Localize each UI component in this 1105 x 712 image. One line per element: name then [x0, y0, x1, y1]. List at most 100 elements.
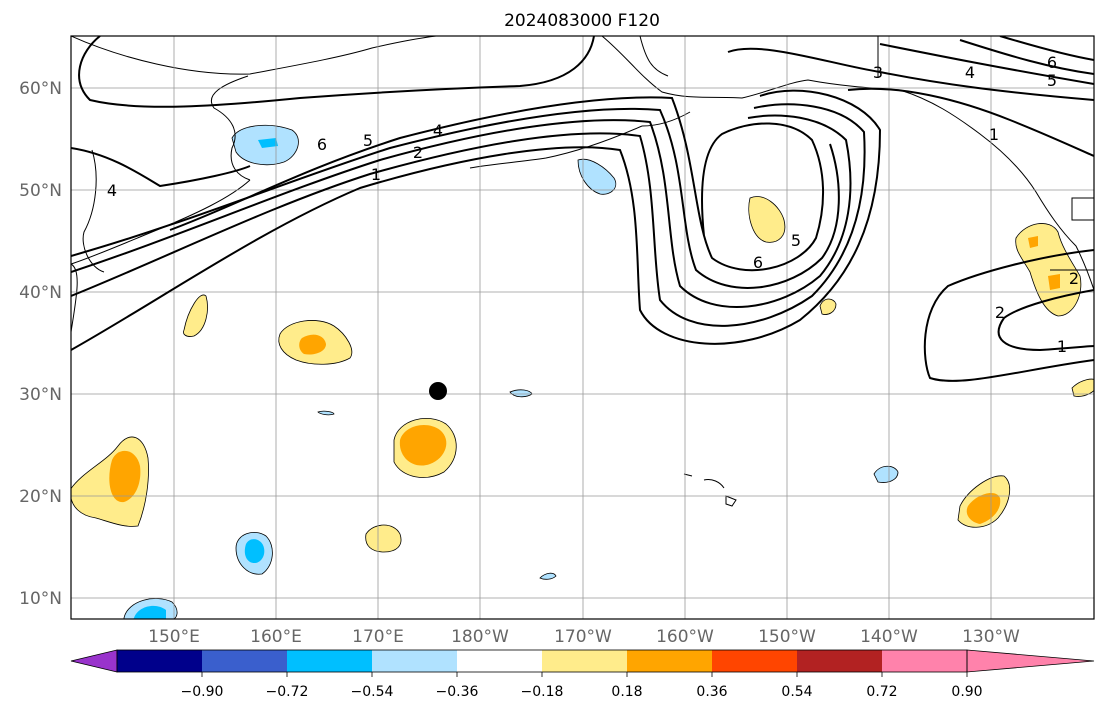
cyan-core-south2: [133, 605, 166, 619]
contour-label: 2: [1069, 269, 1079, 288]
lat-label-50: 50°N: [19, 181, 62, 201]
contour-2: [71, 103, 866, 327]
lon-label-170w: 170°W: [554, 627, 612, 647]
contour-label: 5: [1047, 71, 1057, 90]
cyan-core-south1: [244, 539, 265, 564]
map-area: 6 5 4 2 1 4 3 4 6 5 6 5 2 1 2 1: [71, 36, 1094, 619]
cyan-speck-2: [317, 410, 335, 416]
colorbar-tick-label: −0.54: [351, 684, 394, 700]
lon-label-160e: 160°E: [250, 627, 302, 647]
map-title: 2024083000 F120: [504, 11, 660, 31]
lon-label-160w: 160°W: [656, 627, 714, 647]
cyan-core-kamchatka: [258, 138, 278, 148]
colorbar-tick-label: −0.90: [181, 684, 224, 700]
lon-label-170e: 170°E: [352, 627, 404, 647]
contour-label: 5: [791, 231, 801, 250]
contour-5-north: [959, 39, 1094, 75]
contour-label: 1: [989, 125, 999, 144]
lon-label-180: 180°W: [451, 627, 509, 647]
colorbar-bin: [117, 650, 202, 672]
lat-label-40: 40°N: [19, 283, 62, 303]
lon-label-140w: 140°W: [860, 627, 918, 647]
lat-label-60: 60°N: [19, 79, 62, 99]
cyan-region-aleutians: [577, 158, 617, 195]
contour-label: 4: [107, 181, 117, 200]
colorbar-bin: [287, 650, 372, 672]
contour-label: 2: [413, 143, 423, 162]
contour-3-mid: [847, 87, 1094, 157]
coast-hawaii: [683, 473, 737, 507]
colorbar-bin: [542, 650, 627, 672]
colorbar-tick-label: −0.72: [266, 684, 309, 700]
contour-6-north: [999, 36, 1094, 61]
contour-3-north: [727, 47, 1094, 101]
colorbar-bin: [627, 650, 712, 672]
colorbar-extend-high: [966, 649, 1095, 673]
latitude-labels: 60°N 50°N 40°N 30°N 20°N 10°N: [19, 79, 62, 609]
contour-west-loop: [71, 147, 251, 188]
contour-lines: [71, 36, 1094, 382]
cyan-speck-3: [539, 572, 557, 580]
contour-label: 3: [873, 63, 883, 82]
colorbar-tick-label: 0.72: [866, 684, 897, 700]
storm-marker: [429, 382, 447, 400]
colorbar: −0.90 −0.72 −0.54 −0.36 −0.18 0.18 0.36 …: [70, 649, 1095, 700]
cyan-region-ne-hawaii: [873, 465, 899, 483]
yellow-region-hawaii: [365, 524, 402, 553]
contour-top-arc: [78, 36, 595, 108]
colorbar-bin: [372, 650, 457, 672]
contour-4-north: [879, 43, 1094, 85]
graticule: [71, 36, 1094, 619]
contour-4: [71, 114, 852, 308]
contour-label: 5: [363, 131, 373, 150]
lon-label-150w: 150°W: [758, 627, 816, 647]
orange-core-sw: [109, 450, 141, 503]
contour-6: [169, 96, 825, 272]
contour-label: 6: [317, 135, 327, 154]
cyan-speck-1: [509, 389, 533, 398]
colorbar-tick-label: 0.18: [611, 684, 642, 700]
orange-core-se: [966, 492, 1001, 524]
colorbar-bin: [882, 650, 967, 672]
colorbar-tick-label: 0.90: [951, 684, 982, 700]
colorbar-ticks: [201, 672, 968, 677]
coast-na-west: [1050, 197, 1094, 271]
coast-asia: [71, 36, 437, 333]
orange-core-central: [399, 425, 447, 466]
colorbar-extend-low: [70, 649, 118, 673]
anomaly-shading: [71, 125, 1094, 619]
orange-core-west2: [299, 334, 326, 355]
contour-5: [71, 107, 840, 289]
lat-label-10: 10°N: [19, 589, 62, 609]
coastlines: [71, 36, 1094, 507]
yellow-region-edge: [1071, 378, 1094, 397]
contour-label: 6: [1047, 53, 1057, 72]
contour-1-east: [923, 249, 1094, 382]
lon-label-130w: 130°W: [962, 627, 1020, 647]
aleutian-chain: [469, 111, 691, 169]
contour-labels: 6 5 4 2 1 4 3 4 6 5 6 5 2 1 2 1: [107, 53, 1079, 356]
colorbar-tick-label: −0.36: [436, 684, 479, 700]
orange-core-westcoast: [1028, 236, 1060, 290]
contour-label: 6: [753, 253, 763, 272]
contour-label: 2: [995, 303, 1005, 322]
colorbar-tick-label: −0.18: [521, 684, 564, 700]
colorbar-bin: [202, 650, 287, 672]
contour-label: 4: [965, 63, 975, 82]
contour-1: [71, 89, 882, 351]
contour-2-east: [997, 289, 1094, 352]
yellow-region-west1: [183, 294, 208, 337]
lat-label-20: 20°N: [19, 487, 62, 507]
colorbar-bin: [457, 650, 542, 672]
map-frame: [70, 35, 1095, 620]
colorbar-tick-label: 0.36: [696, 684, 727, 700]
yellow-region-gulf: [748, 196, 786, 243]
lat-label-30: 30°N: [19, 385, 62, 405]
contour-label: 4: [433, 121, 443, 140]
contour-label: 1: [371, 165, 381, 184]
longitude-labels: 150°E 160°E 170°E 180°W 170°W 160°W 150°…: [148, 627, 1020, 647]
lon-label-150e: 150°E: [148, 627, 200, 647]
yellow-region-small: [819, 298, 837, 315]
colorbar-bin: [712, 650, 797, 672]
